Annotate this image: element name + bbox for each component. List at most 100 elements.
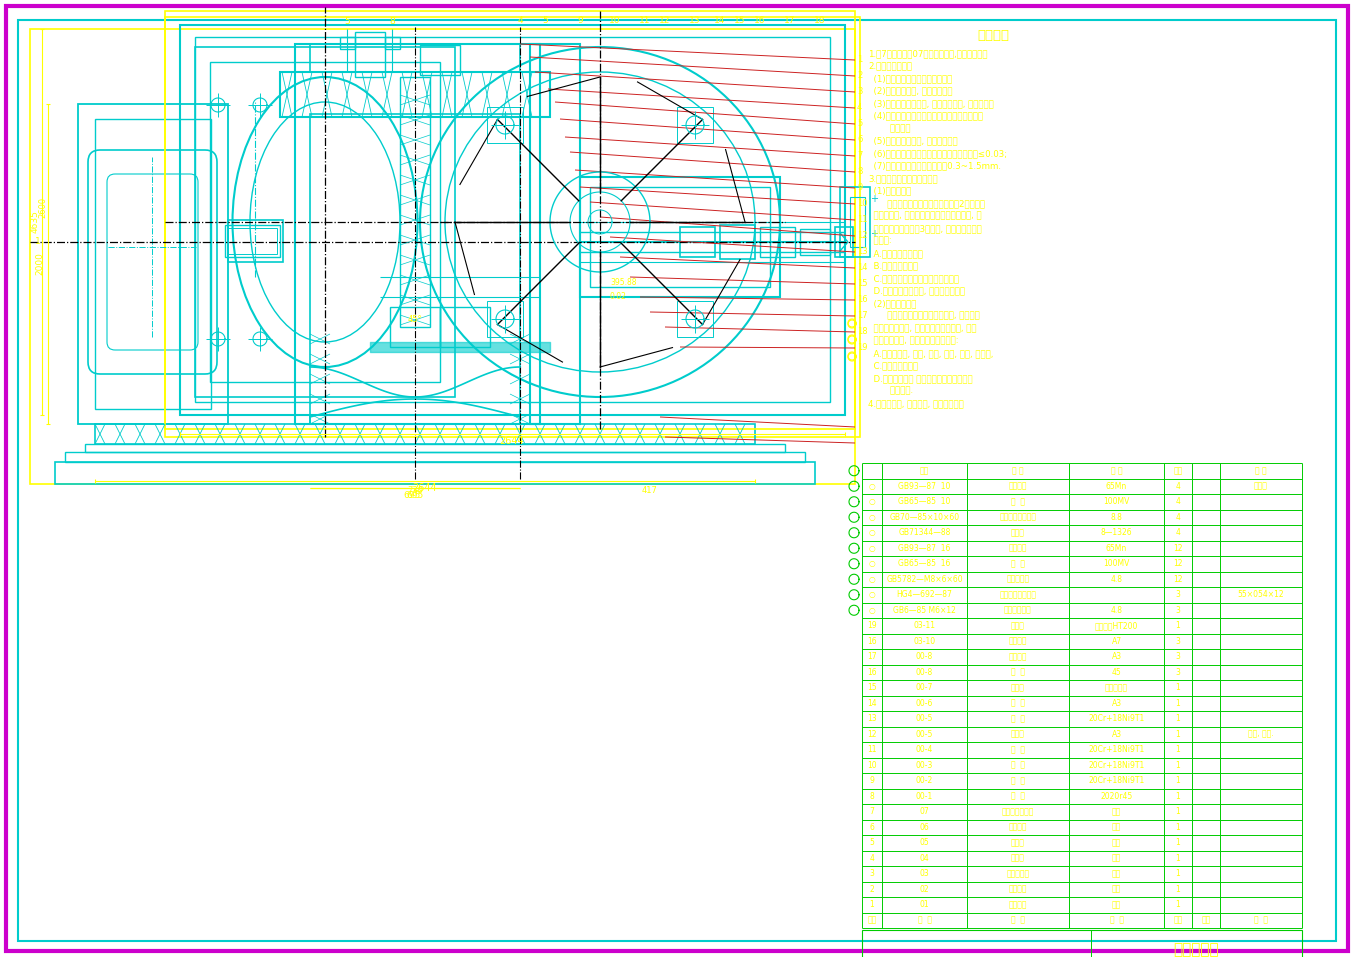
Text: 橡胶板之层: 橡胶板之层 [1105,683,1128,692]
Text: 20Cr+18Ni9T1: 20Cr+18Ni9T1 [1089,761,1144,769]
Text: 13: 13 [689,16,701,25]
Bar [390,307,440,347]
Bar [56,462,815,484]
Text: B.整机运转平稳。: B.整机运转平稳。 [868,261,918,271]
Text: (2)负荷运动试验: (2)负荷运动试验 [868,299,917,308]
Text: 1.件7电气控制柜07在图中未示出,需配附送货。: 1.件7电气控制柜07在图中未示出,需配附送货。 [868,49,987,58]
Text: 配件, 无图.: 配件, 无图. [1248,730,1274,739]
Text: 65Mn: 65Mn [1106,544,1127,553]
Text: 内六角圆柱头螺钉: 内六角圆柱头螺钉 [999,513,1037,522]
Text: 5: 5 [857,120,862,128]
Text: 4.8: 4.8 [1110,575,1122,584]
Text: 量外: 量外 [1112,885,1121,894]
Text: 1: 1 [1175,730,1181,739]
Bar [195,37,830,402]
Text: A3: A3 [1112,653,1121,661]
Bar [399,77,431,327]
Text: 1: 1 [1175,885,1181,894]
Text: 1: 1 [1175,791,1181,801]
Text: 395.88: 395.88 [611,278,636,287]
Text: 03-10: 03-10 [914,636,936,646]
Bar [65,452,806,462]
Text: 开槽盘头螺钉: 开槽盘头螺钉 [1005,606,1032,614]
Bar [295,44,540,424]
Text: 2.整配时必须保证: 2.整配时必须保证 [868,61,913,71]
Text: GB93—87  16: GB93—87 16 [898,544,951,553]
Text: 1: 1 [1175,823,1181,832]
Text: 00-6: 00-6 [915,699,933,708]
Text: 5: 5 [542,16,548,25]
Text: 4.检查合格后, 清洗外表, 按色标喷漆。: 4.检查合格后, 清洗外表, 按色标喷漆。 [868,399,964,408]
Text: A.各基本参数, 密度, 严量, 转速, 功率, 温热等,: A.各基本参数, 密度, 严量, 转速, 功率, 温热等, [868,349,994,358]
Bar [677,301,714,337]
Text: 8: 8 [857,167,862,176]
Text: 13: 13 [857,248,868,256]
Text: (6)校正主轴与搅拌桨配合的外径径向圆跳动≤0.03;: (6)校正主轴与搅拌桨配合的外径径向圆跳动≤0.03; [868,149,1007,158]
Bar [487,107,523,143]
Text: 电气控制柜组件: 电气控制柜组件 [1002,808,1034,816]
Text: 1: 1 [1175,714,1181,723]
Text: 销轴罩: 销轴罩 [1011,854,1025,863]
Text: 65Mn: 65Mn [1106,481,1127,491]
Text: 量外: 量外 [1112,838,1121,847]
Text: 00-8: 00-8 [915,653,933,661]
Bar [529,44,580,424]
Text: 00-3: 00-3 [915,761,933,769]
Text: ○: ○ [869,481,875,491]
Text: 质量: 质量 [1201,916,1210,924]
Text: 16: 16 [754,16,766,25]
Text: 16: 16 [867,668,877,677]
Text: 17: 17 [784,16,796,25]
Text: 12: 12 [857,232,868,240]
Text: 弹簧垫圈: 弹簧垫圈 [1009,481,1028,491]
Bar [340,37,355,49]
Bar [839,187,871,257]
Text: 量外: 量外 [1112,854,1121,863]
Text: 续运转试验, 其手动和自动工作应分别进行, 自: 续运转试验, 其手动和自动工作应分别进行, 自 [868,211,982,220]
Text: 3: 3 [1175,653,1181,661]
Text: 空身帽: 空身帽 [1011,528,1025,537]
Text: 45°: 45° [408,315,422,324]
Text: HG4—692—87: HG4—692—87 [896,590,952,599]
Bar [800,229,830,255]
Text: 座  量: 座 量 [1011,791,1025,801]
Text: 16: 16 [867,636,877,646]
Text: 数量: 数量 [1174,916,1182,924]
Text: +: + [871,229,877,239]
Text: (5)气路应畅通良好, 无漏气现象。: (5)气路应畅通良好, 无漏气现象。 [868,137,957,145]
Bar [680,227,715,257]
Text: 4635: 4635 [31,211,41,234]
Text: 4: 4 [1175,481,1181,491]
Text: 7: 7 [857,151,862,161]
Text: 00-5: 00-5 [915,714,933,723]
Text: A3: A3 [1112,699,1121,708]
Bar [440,307,490,347]
Bar [225,225,280,257]
Bar [835,227,853,257]
Text: 3: 3 [1175,636,1181,646]
Text: A7: A7 [1112,636,1121,646]
Text: 行负荷运转试验, 手动和自动分别进行, 时间: 行负荷运转试验, 手动和自动分别进行, 时间 [868,324,976,333]
Text: 数量: 数量 [1174,466,1182,476]
Text: +: + [871,194,877,204]
Text: 17: 17 [857,311,868,321]
Text: 名  称: 名 称 [1011,916,1025,924]
Text: D.出料口及明磁气缸, 启闭灵活可靠。: D.出料口及明磁气缸, 启闭灵活可靠。 [868,286,965,296]
Text: ○: ○ [869,606,875,614]
Text: 2020r45: 2020r45 [1101,791,1133,801]
Bar [210,62,440,382]
Text: 15: 15 [857,279,868,288]
Text: 弹簧垫圈: 弹簧垫圈 [1009,544,1028,553]
Text: 12: 12 [1174,575,1183,584]
Text: 2: 2 [857,72,862,80]
Text: D.电气控制系统 气路系统应能准确完成各: D.电气控制系统 气路系统应能准确完成各 [868,374,972,383]
Text: 730: 730 [408,486,422,495]
Text: 技术要求: 技术要求 [978,29,1009,42]
Text: 销轴组件: 销轴组件 [1009,823,1028,832]
Text: 19: 19 [857,344,868,352]
Text: 100MV: 100MV [1104,559,1129,568]
Bar [227,220,283,262]
Text: 每台机器出厂前必须进行不少于2小时的连: 每台机器出厂前必须进行不少于2小时的连 [868,199,984,208]
Text: 3: 3 [857,87,862,97]
Text: 13: 13 [867,714,877,723]
